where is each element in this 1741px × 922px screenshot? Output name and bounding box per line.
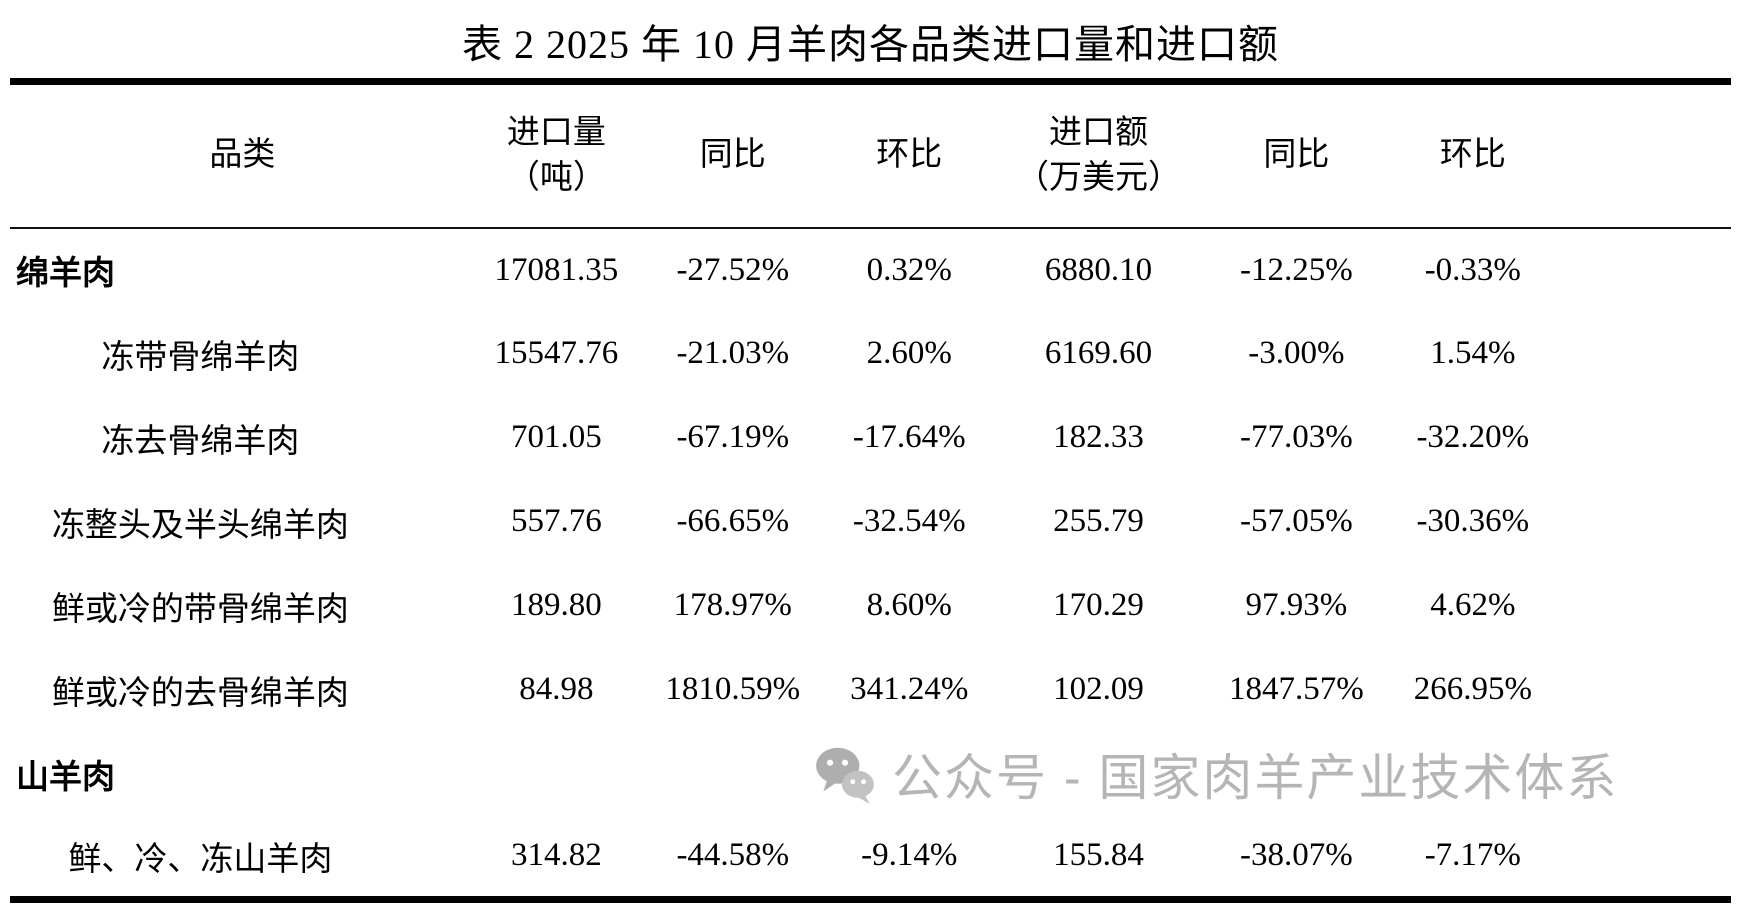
volume-mom-cell: -32.54% bbox=[852, 503, 966, 539]
table-title: 表 2 2025 年 10 月羊肉各品类进口量和进口额 bbox=[462, 22, 1279, 67]
category-cell: 鲜或冷的带骨绵羊肉 bbox=[51, 591, 349, 628]
amount-yoy-cell: -12.25% bbox=[1240, 251, 1353, 288]
wechat-icon bbox=[816, 747, 874, 804]
volume-mom-cell: 341.24% bbox=[850, 671, 969, 707]
spacer-cell bbox=[1559, 732, 1731, 816]
amount-cell: 170.29 bbox=[1053, 587, 1144, 623]
header-category: 品类 bbox=[10, 81, 475, 229]
table-row-fresh-chilled-frozen-goat: 鲜、冷、冻山羊肉 314.82 -44.58% -9.14% 155.84 -3… bbox=[10, 816, 1731, 900]
amount-yoy-cell: -38.07% bbox=[1240, 837, 1353, 874]
volume-yoy-cell: -66.65% bbox=[676, 503, 790, 539]
amount-mom-cell bbox=[1387, 732, 1559, 816]
volume-yoy-cell: 178.97% bbox=[673, 587, 792, 623]
table-row-goat-meat: 山羊肉 bbox=[10, 732, 1731, 816]
volume-mom-cell: -9.14% bbox=[861, 837, 958, 874]
amount-mom-cell: 266.95% bbox=[1413, 671, 1532, 707]
amount-cell: 6880.10 bbox=[1044, 251, 1153, 288]
amount-yoy-cell: -57.05% bbox=[1240, 503, 1353, 539]
header-spacer bbox=[1558, 81, 1731, 229]
amount-cell: 255.79 bbox=[1053, 503, 1144, 539]
volume-cell: 84.98 bbox=[519, 671, 594, 707]
amount-cell: 102.09 bbox=[1053, 671, 1144, 707]
volume-yoy-cell: -44.58% bbox=[676, 837, 790, 874]
category-cell: 山羊肉 bbox=[16, 759, 115, 796]
volume-mom-cell: 2.60% bbox=[866, 335, 952, 371]
volume-mom-cell bbox=[827, 732, 990, 816]
header-import-volume: 进口量 （吨） bbox=[474, 81, 639, 229]
table-row-frozen-whole-half-head-sheep: 冻整头及半头绵羊肉 557.76 -66.65% -32.54% 255.79 … bbox=[10, 480, 1731, 564]
category-cell: 绵羊肉 bbox=[16, 256, 115, 292]
spacer-cell bbox=[1559, 564, 1731, 648]
table-row-frozen-bone-in-sheep: 冻带骨绵羊肉 15547.76 -21.03% 2.60% 6169.60 -3… bbox=[10, 312, 1731, 396]
volume-mom-cell: -17.64% bbox=[852, 419, 966, 455]
amount-yoy-cell: -77.03% bbox=[1240, 419, 1353, 455]
category-cell: 鲜或冷的去骨绵羊肉 bbox=[51, 675, 349, 712]
volume-cell: 701.05 bbox=[511, 419, 602, 455]
spacer-cell bbox=[1559, 396, 1731, 480]
header-amount-yoy: 同比 bbox=[1206, 81, 1387, 229]
category-cell: 鲜、冷、冻山羊肉 bbox=[68, 841, 333, 878]
amount-yoy-cell: 1847.57% bbox=[1229, 671, 1364, 707]
spacer-cell bbox=[1559, 816, 1731, 900]
volume-yoy-cell: -21.03% bbox=[676, 335, 790, 371]
amount-cell: 182.33 bbox=[1053, 419, 1144, 455]
header-volume-mom: 环比 bbox=[827, 81, 991, 229]
volume-yoy-cell: -67.19% bbox=[676, 419, 790, 455]
header-amount-mom: 环比 bbox=[1386, 81, 1559, 229]
amount-mom-cell: -32.20% bbox=[1416, 419, 1530, 455]
table-row-fresh-chilled-bone-in-sheep: 鲜或冷的带骨绵羊肉 189.80 178.97% 8.60% 170.29 97… bbox=[10, 564, 1731, 648]
volume-cell: 557.76 bbox=[511, 503, 602, 539]
amount-yoy-cell: -3.00% bbox=[1248, 335, 1345, 371]
category-cell: 冻带骨绵羊肉 bbox=[101, 339, 300, 376]
volume-cell: 314.82 bbox=[511, 837, 602, 874]
volume-cell: 189.80 bbox=[511, 587, 602, 623]
spacer-cell bbox=[1559, 228, 1731, 312]
watermark: 公众号 - 国家肉羊产业技术体系 bbox=[812, 738, 1618, 810]
volume-cell bbox=[475, 732, 638, 816]
spacer-cell bbox=[1559, 312, 1731, 396]
amount-yoy-cell: 97.93% bbox=[1245, 587, 1348, 623]
amount-mom-cell: 1.54% bbox=[1430, 335, 1516, 371]
volume-yoy-cell bbox=[638, 732, 827, 816]
amount-mom-cell: 4.62% bbox=[1430, 587, 1516, 623]
amount-cell: 155.84 bbox=[1053, 837, 1144, 874]
volume-cell: 17081.35 bbox=[494, 251, 619, 288]
amount-mom-cell: -30.36% bbox=[1416, 503, 1530, 539]
volume-mom-cell: 8.60% bbox=[866, 587, 952, 623]
header-import-amount: 进口额 （万美元） bbox=[990, 81, 1207, 229]
amount-mom-cell: -0.33% bbox=[1424, 251, 1521, 288]
amount-cell bbox=[991, 732, 1206, 816]
watermark-text: 公众号 - 国家肉羊产业技术体系 bbox=[892, 750, 1619, 806]
spacer-cell bbox=[1559, 480, 1731, 564]
amount-yoy-cell bbox=[1206, 732, 1387, 816]
import-table: 品类 进口量 （吨） 同比 环比 进口额 （万美元） 同比 环比 绵羊肉 17081… bbox=[10, 78, 1731, 903]
header-volume-yoy: 同比 bbox=[638, 81, 828, 229]
spacer-cell bbox=[1559, 648, 1731, 732]
volume-yoy-cell: 1810.59% bbox=[665, 671, 801, 707]
volume-yoy-cell: -27.52% bbox=[676, 251, 790, 288]
table-row-frozen-boneless-sheep: 冻去骨绵羊肉 701.05 -67.19% -17.64% 182.33 -77… bbox=[10, 396, 1731, 480]
volume-cell: 15547.76 bbox=[494, 335, 619, 371]
category-cell: 冻整头及半头绵羊肉 bbox=[51, 507, 349, 544]
table-row-sheep-meat: 绵羊肉 17081.35 -27.52% 0.32% 6880.10 -12.2… bbox=[10, 228, 1731, 312]
amount-cell: 6169.60 bbox=[1044, 335, 1153, 371]
header-row: 品类 进口量 （吨） 同比 环比 进口额 （万美元） 同比 环比 bbox=[10, 81, 1731, 229]
volume-mom-cell: 0.32% bbox=[866, 251, 952, 288]
table-row-fresh-chilled-boneless-sheep: 鲜或冷的去骨绵羊肉 84.98 1810.59% 341.24% 102.09 … bbox=[10, 648, 1731, 732]
amount-mom-cell: -7.17% bbox=[1424, 837, 1521, 874]
category-cell: 冻去骨绵羊肉 bbox=[101, 423, 300, 460]
